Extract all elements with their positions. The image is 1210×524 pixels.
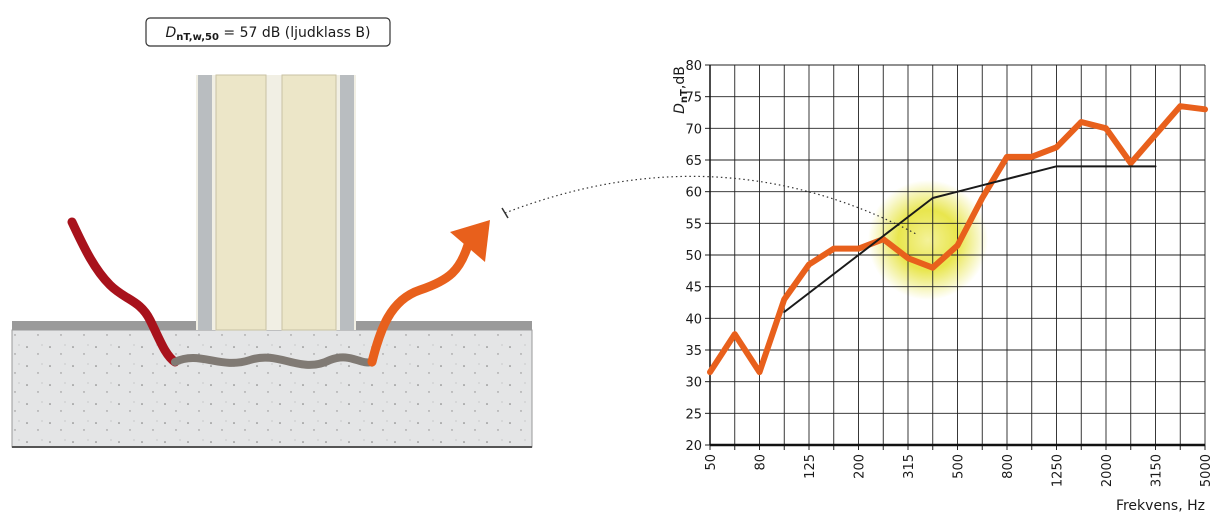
x-tick-label: 800 bbox=[1001, 454, 1016, 479]
x-tick-label: 5000 bbox=[1199, 454, 1210, 487]
y-axis-label: DnT,dB bbox=[672, 66, 690, 114]
y-tick-label: 65 bbox=[685, 154, 702, 169]
wall-stud bbox=[198, 75, 212, 330]
y-tick-label: 20 bbox=[685, 439, 702, 454]
y-tick-label: 50 bbox=[685, 249, 702, 264]
pointer-end bbox=[501, 207, 509, 219]
concrete-slab bbox=[11, 329, 533, 448]
annotation-symbol: D bbox=[166, 25, 177, 41]
wall-board bbox=[215, 74, 267, 331]
sound-out bbox=[367, 240, 473, 367]
annotation-text: = 57 dB (ljudklass B) bbox=[219, 25, 371, 41]
y-tick-label: 30 bbox=[685, 376, 702, 391]
x-tick-label: 50 bbox=[704, 454, 719, 471]
x-tick-label: 125 bbox=[803, 454, 818, 479]
x-tick-label: 3150 bbox=[1150, 454, 1165, 487]
sound-in bbox=[67, 217, 180, 367]
sound-out-head bbox=[450, 220, 490, 262]
y-tick-label: 35 bbox=[685, 344, 702, 359]
x-tick-label: 1250 bbox=[1051, 454, 1066, 487]
x-axis-label: Frekvens, Hz bbox=[1116, 498, 1205, 514]
x-tick-label: 200 bbox=[853, 454, 868, 479]
x-tick-label: 500 bbox=[952, 454, 967, 479]
y-label-text: ,dB bbox=[672, 66, 688, 89]
annotation-box bbox=[145, 17, 391, 47]
plot: 20 25 30 35 40 45 50 55 60 65 70 75 80 50 80 125 200 315 5… bbox=[685, 59, 1210, 487]
y-tick-label: 75 bbox=[685, 91, 702, 106]
pointer bbox=[504, 175, 919, 236]
x-tick-label: 315 bbox=[902, 454, 917, 479]
y-tick-label: 40 bbox=[685, 312, 702, 327]
y-label-subscript: nT bbox=[679, 89, 690, 103]
highlight bbox=[868, 180, 988, 300]
wall-board bbox=[281, 74, 337, 331]
y-tick-label: 55 bbox=[685, 217, 702, 232]
y-label-symbol: D bbox=[672, 103, 688, 114]
y-tick-label: 45 bbox=[685, 281, 702, 296]
annotation: DnT,w,50 = 57 dB (ljudklass B) bbox=[166, 25, 371, 43]
y-tick-label: 70 bbox=[685, 122, 702, 137]
illustration: DnT,w,50 = 57 dB (ljudklass B) bbox=[11, 17, 988, 448]
y-tick-label: 25 bbox=[685, 407, 702, 422]
annotation-subscript: nT,w,50 bbox=[176, 32, 219, 43]
y-tick-label: 80 bbox=[685, 59, 702, 74]
series-line bbox=[783, 165, 1157, 313]
x-tick-label: 80 bbox=[754, 454, 769, 471]
y-tick-label: 60 bbox=[685, 186, 702, 201]
wall-stud bbox=[340, 75, 354, 330]
series-line bbox=[707, 103, 1208, 376]
x-tick-label: 2000 bbox=[1100, 454, 1115, 487]
flanking-path bbox=[171, 353, 376, 369]
